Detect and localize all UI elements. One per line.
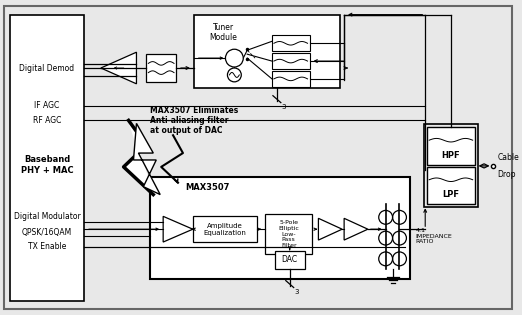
Text: MAX3507: MAX3507 — [185, 183, 229, 192]
Text: Drop: Drop — [497, 170, 516, 179]
Bar — [150, 177, 410, 279]
Polygon shape — [124, 120, 153, 195]
Bar — [265, 215, 313, 254]
Bar — [10, 14, 84, 301]
Polygon shape — [344, 218, 368, 240]
Text: 3: 3 — [295, 289, 299, 295]
Text: QPSK/16QAM: QPSK/16QAM — [22, 228, 72, 237]
Text: TX Enable: TX Enable — [28, 243, 66, 251]
Bar — [194, 14, 340, 88]
Bar — [378, 204, 386, 269]
Text: HPF: HPF — [442, 151, 460, 159]
Text: Digital Demod: Digital Demod — [19, 64, 75, 72]
Polygon shape — [163, 216, 193, 242]
Text: LPF: LPF — [443, 190, 459, 199]
Text: 3: 3 — [282, 104, 287, 110]
Bar — [272, 35, 310, 51]
Circle shape — [228, 68, 241, 82]
Text: 4:1
IMPEDANCE
RATIO: 4:1 IMPEDANCE RATIO — [416, 228, 452, 244]
Text: Cable: Cable — [497, 153, 519, 162]
Bar — [275, 251, 304, 269]
Text: DAC: DAC — [282, 255, 298, 264]
Text: 5-Pole
Elliptic
Low-
Pass
Filter: 5-Pole Elliptic Low- Pass Filter — [278, 220, 299, 248]
Bar — [272, 53, 310, 69]
Polygon shape — [134, 123, 160, 195]
Bar — [146, 54, 176, 82]
Bar — [193, 216, 257, 242]
Text: Baseband
PHY + MAC: Baseband PHY + MAC — [21, 155, 73, 175]
Bar — [399, 204, 407, 269]
Text: IF AGC: IF AGC — [34, 101, 60, 110]
Text: Digital Modulator: Digital Modulator — [14, 212, 80, 221]
Text: Amplitude
Equalization: Amplitude Equalization — [204, 223, 246, 236]
Polygon shape — [101, 52, 136, 84]
Bar — [272, 71, 310, 87]
Polygon shape — [318, 218, 342, 240]
Text: RF AGC: RF AGC — [33, 116, 61, 125]
Bar — [427, 167, 474, 204]
Circle shape — [226, 49, 243, 67]
Bar — [424, 124, 478, 208]
Text: Tuner
Module: Tuner Module — [209, 22, 238, 42]
Text: MAX3507 Eliminates
Anti-aliasing filter
at output of DAC: MAX3507 Eliminates Anti-aliasing filter … — [150, 106, 239, 135]
Bar — [427, 127, 474, 165]
